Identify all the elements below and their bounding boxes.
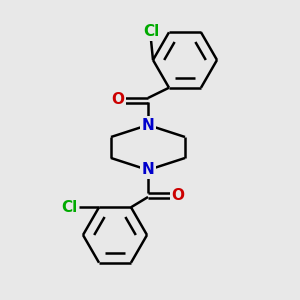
Text: O: O [112, 92, 124, 107]
Text: Cl: Cl [143, 25, 159, 40]
Text: N: N [142, 163, 154, 178]
Text: O: O [172, 188, 184, 202]
Text: Cl: Cl [61, 200, 77, 215]
Text: N: N [142, 118, 154, 133]
